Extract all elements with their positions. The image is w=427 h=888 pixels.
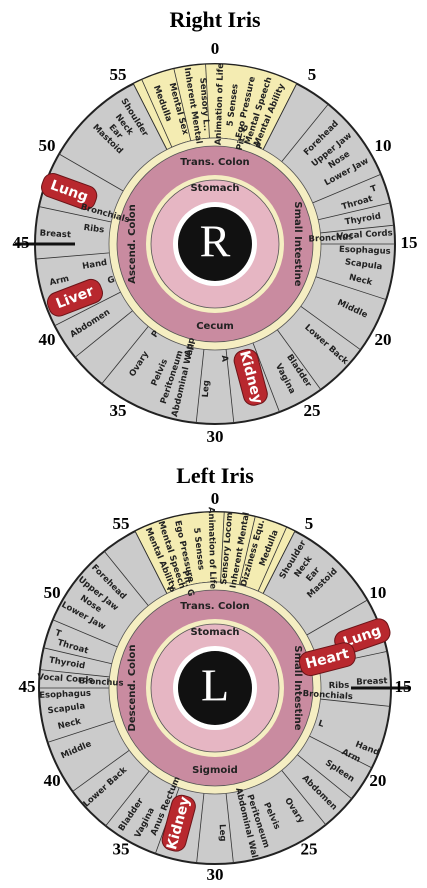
clock-number: 25 bbox=[301, 840, 318, 859]
zone-label: Breast bbox=[39, 228, 71, 240]
left-iris-title: Left Iris bbox=[176, 463, 254, 488]
clock-number: 50 bbox=[38, 136, 55, 155]
clock-number: 50 bbox=[44, 583, 61, 602]
right-iris-title: Right Iris bbox=[169, 7, 261, 32]
ring-label: Stomach bbox=[190, 627, 239, 638]
clock-number: 5 bbox=[305, 514, 314, 533]
zone-label: Ribs bbox=[329, 681, 350, 691]
clock-number: 55 bbox=[113, 514, 130, 533]
clock-number: 30 bbox=[207, 427, 224, 446]
clock-number: 25 bbox=[304, 401, 321, 420]
clock-number: 45 bbox=[19, 677, 36, 696]
ring-label: Trans. Colon bbox=[180, 601, 249, 612]
clock-number: 15 bbox=[401, 233, 418, 252]
ring-label: Stomach bbox=[190, 183, 239, 194]
zone-label: Animation of Life bbox=[206, 507, 218, 590]
clock-number: 35 bbox=[110, 401, 127, 420]
clock-number: 10 bbox=[375, 136, 392, 155]
clock-number: 10 bbox=[369, 583, 386, 602]
clock-number: 15 bbox=[395, 677, 412, 696]
clock-number: 20 bbox=[369, 771, 386, 790]
clock-number: 40 bbox=[38, 330, 55, 349]
center-letter: L bbox=[201, 660, 229, 711]
ring-label: Trans. Colon bbox=[180, 157, 249, 168]
clock-number: 30 bbox=[207, 865, 224, 884]
ring-label: Descend. Colon bbox=[127, 645, 138, 732]
ring-label: Cecum bbox=[196, 321, 234, 332]
clock-number: 0 bbox=[211, 39, 220, 58]
zone-label: Leg bbox=[201, 380, 212, 398]
clock-number: 0 bbox=[211, 489, 220, 508]
clock-number: 35 bbox=[113, 840, 130, 859]
clock-number: 45 bbox=[13, 233, 30, 252]
center-letter: R bbox=[200, 216, 231, 267]
zone-label: Leg bbox=[217, 824, 228, 842]
clock-number: 40 bbox=[44, 771, 61, 790]
clock-number: 55 bbox=[110, 65, 127, 84]
zone-label: A bbox=[219, 355, 230, 363]
zone-label: Breast bbox=[356, 676, 388, 687]
clock-number: 5 bbox=[308, 65, 317, 84]
ring-label: Small Intestine bbox=[292, 201, 303, 286]
iris-chart: Right Iris Left Iris R 0 5 10 15 20 25 30 35 40 45… bbox=[0, 0, 427, 888]
ring-label: Sigmoid bbox=[192, 765, 238, 776]
clock-number: 20 bbox=[375, 330, 392, 349]
